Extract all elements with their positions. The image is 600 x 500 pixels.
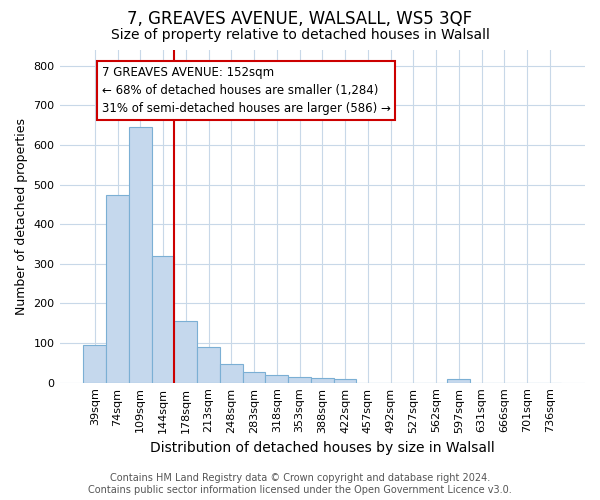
Bar bbox=[448, 378, 470, 382]
Bar bbox=[265, 375, 288, 382]
Text: Size of property relative to detached houses in Walsall: Size of property relative to detached ho… bbox=[110, 28, 490, 42]
Bar bbox=[220, 364, 242, 382]
X-axis label: Distribution of detached houses by size in Walsall: Distribution of detached houses by size … bbox=[150, 441, 494, 455]
Bar bbox=[129, 127, 152, 382]
Bar bbox=[242, 372, 265, 382]
Text: 7 GREAVES AVENUE: 152sqm
← 68% of detached houses are smaller (1,284)
31% of sem: 7 GREAVES AVENUE: 152sqm ← 68% of detach… bbox=[101, 66, 391, 115]
Bar bbox=[311, 378, 334, 382]
Text: Contains HM Land Registry data © Crown copyright and database right 2024.
Contai: Contains HM Land Registry data © Crown c… bbox=[88, 474, 512, 495]
Bar bbox=[83, 345, 106, 383]
Bar bbox=[197, 347, 220, 382]
Text: 7, GREAVES AVENUE, WALSALL, WS5 3QF: 7, GREAVES AVENUE, WALSALL, WS5 3QF bbox=[127, 10, 473, 28]
Bar bbox=[106, 196, 129, 382]
Y-axis label: Number of detached properties: Number of detached properties bbox=[15, 118, 28, 315]
Bar bbox=[175, 322, 197, 382]
Bar bbox=[288, 376, 311, 382]
Bar bbox=[334, 378, 356, 382]
Bar bbox=[152, 256, 175, 382]
